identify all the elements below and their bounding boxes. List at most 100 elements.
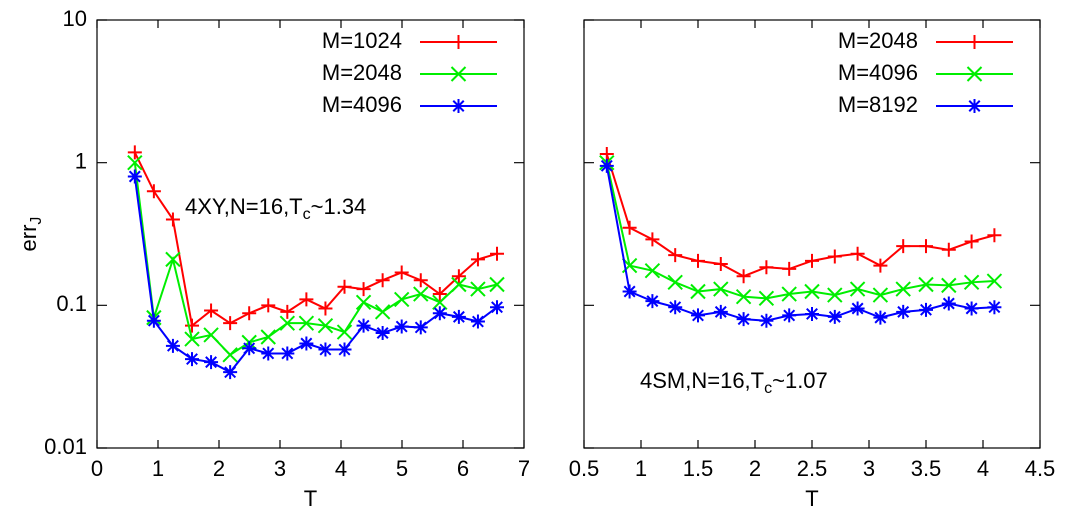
data-point xyxy=(413,320,428,335)
y-axis-label: errJ xyxy=(16,217,45,252)
data-point xyxy=(299,292,314,307)
data-point xyxy=(782,261,797,276)
data-point xyxy=(622,284,637,299)
data-point xyxy=(165,251,181,268)
data-point xyxy=(413,273,428,288)
data-point xyxy=(375,273,390,288)
data-point xyxy=(827,249,842,264)
data-point xyxy=(279,315,296,331)
data-point xyxy=(432,294,448,311)
data-point xyxy=(489,276,505,293)
data-point xyxy=(242,306,257,321)
legend-marker xyxy=(450,66,467,82)
legend-label: M=4096 xyxy=(838,60,918,85)
x-tick-label: 2 xyxy=(749,456,761,481)
data-point xyxy=(690,283,706,300)
series-line xyxy=(605,165,995,322)
data-point xyxy=(318,342,333,357)
legend-label: M=2048 xyxy=(322,60,402,85)
data-point xyxy=(337,279,352,294)
data-point xyxy=(261,346,276,361)
y-tick-label: 0.01 xyxy=(44,434,87,459)
data-point xyxy=(691,253,705,268)
data-point xyxy=(261,298,276,313)
data-point xyxy=(963,274,980,291)
data-point xyxy=(127,154,143,171)
data-point xyxy=(470,281,486,297)
legend-label: M=1024 xyxy=(322,28,402,53)
data-point xyxy=(451,276,467,293)
annotation-main: 4XY,N=16,T xyxy=(185,194,303,219)
data-point xyxy=(393,291,410,308)
legend-marker xyxy=(966,66,983,82)
data-point xyxy=(146,184,161,199)
legend-label: M=8192 xyxy=(838,92,918,117)
data-point xyxy=(336,324,353,340)
data-point xyxy=(185,352,200,367)
data-point xyxy=(850,301,865,316)
annotation-tail: ~1.34 xyxy=(311,194,367,219)
data-point xyxy=(827,309,842,324)
data-point xyxy=(895,281,911,297)
data-point xyxy=(941,296,956,311)
data-point xyxy=(736,312,751,327)
data-point xyxy=(223,316,238,331)
data-point xyxy=(919,239,933,254)
data-point xyxy=(470,252,485,267)
data-point xyxy=(356,282,371,297)
data-point xyxy=(432,287,447,302)
legend-marker xyxy=(967,99,982,113)
data-point xyxy=(165,338,180,353)
data-point xyxy=(918,276,934,293)
data-point xyxy=(713,256,728,271)
data-point xyxy=(781,286,797,302)
data-point xyxy=(713,281,729,297)
data-point xyxy=(317,317,334,334)
annotation: 4SM,N=16,Tc~1.07 xyxy=(640,368,828,397)
x-tick-label: 2 xyxy=(213,456,225,481)
x-tick-label: 7 xyxy=(518,456,530,481)
data-point xyxy=(165,212,180,227)
x-tick-label: 1.5 xyxy=(683,456,714,481)
data-point xyxy=(599,158,614,173)
x-tick-label: 3 xyxy=(863,456,875,481)
data-point xyxy=(490,246,505,261)
y-tick-label: 0.1 xyxy=(56,291,87,316)
x-tick-label: 0 xyxy=(91,456,103,481)
data-point xyxy=(242,341,257,356)
x-tick-label: 1 xyxy=(152,456,164,481)
y-axis-label-main: err xyxy=(16,225,41,252)
x-tick-label: 4.5 xyxy=(1025,456,1056,481)
plot-frame xyxy=(96,19,525,449)
data-point xyxy=(280,346,295,361)
data-point xyxy=(146,313,161,328)
data-point xyxy=(713,304,728,319)
x-tick-label: 0.5 xyxy=(569,456,600,481)
data-point xyxy=(896,304,911,319)
data-point xyxy=(986,273,1003,289)
x-tick-label: 4 xyxy=(977,456,989,481)
data-point xyxy=(184,331,200,347)
data-point xyxy=(782,308,797,323)
data-point xyxy=(691,308,705,323)
data-point xyxy=(298,315,315,331)
y-axis-label-sub: J xyxy=(28,217,45,225)
annotation-tail: ~1.07 xyxy=(772,368,828,393)
legend-marker xyxy=(967,35,982,49)
x-axis-label: T xyxy=(805,486,818,511)
annotation-sub: c xyxy=(303,206,311,223)
legend-marker xyxy=(451,99,466,113)
data-point xyxy=(432,306,447,321)
x-tick-label: 6 xyxy=(457,456,469,481)
data-point xyxy=(394,319,409,334)
series-line xyxy=(133,151,498,328)
data-point xyxy=(260,329,276,345)
data-point xyxy=(204,303,219,318)
data-point xyxy=(987,300,1002,315)
data-point xyxy=(964,301,979,316)
data-point xyxy=(127,145,142,160)
data-point xyxy=(451,269,466,284)
annotation-main: 4SM,N=16,T xyxy=(640,368,764,393)
data-point xyxy=(490,300,505,315)
